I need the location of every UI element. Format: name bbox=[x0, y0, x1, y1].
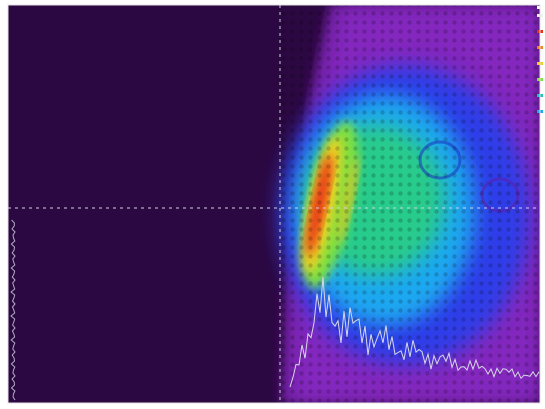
beam-texture bbox=[280, 5, 540, 403]
horizontal-profile-line bbox=[289, 276, 540, 388]
image-frame bbox=[7, 4, 541, 404]
vertical-profile-line bbox=[10, 219, 16, 401]
beam-image bbox=[8, 5, 540, 403]
